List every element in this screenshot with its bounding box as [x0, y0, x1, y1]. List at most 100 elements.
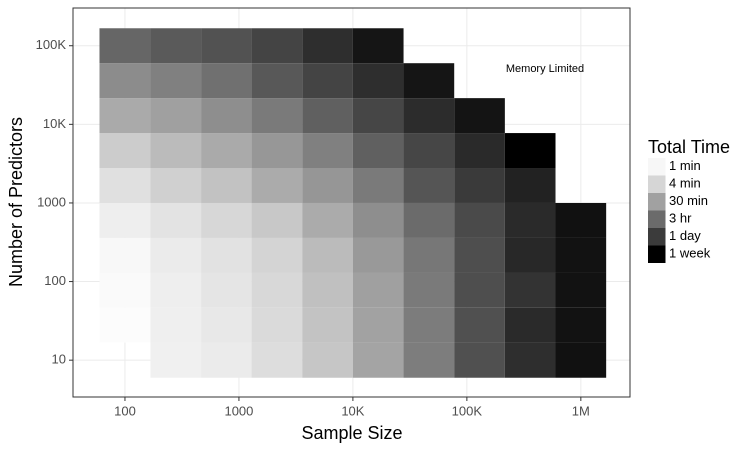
- tile: [99, 307, 151, 343]
- tile: [352, 63, 404, 99]
- y-tick-label: 10K: [43, 116, 66, 131]
- tile: [150, 168, 202, 203]
- tile: [150, 342, 202, 378]
- tile: [504, 272, 556, 308]
- tile: [403, 63, 455, 99]
- x-tick-label: 1000: [224, 403, 253, 418]
- tile: [504, 202, 556, 238]
- tile: [302, 202, 353, 238]
- tile: [251, 28, 303, 64]
- tile: [504, 342, 556, 378]
- tile: [504, 307, 556, 343]
- tile: [150, 237, 202, 273]
- legend-label: 1 min: [669, 158, 701, 173]
- tile: [302, 133, 353, 169]
- x-tick-label: 100K: [452, 403, 483, 418]
- tile: [251, 272, 303, 308]
- tile: [352, 342, 404, 378]
- tile: [251, 237, 303, 273]
- legend-label: 1 day: [669, 228, 701, 243]
- x-tick-label: 10K: [341, 403, 364, 418]
- tile: [352, 168, 404, 203]
- tile: [99, 168, 151, 203]
- tile: [99, 202, 151, 238]
- tile: [454, 272, 505, 308]
- legend-label: 30 min: [669, 193, 708, 208]
- tile: [201, 202, 252, 238]
- y-tick-label: 10: [52, 352, 66, 367]
- tile: [403, 168, 455, 203]
- tile: [99, 237, 151, 273]
- tile: [251, 63, 303, 99]
- tile: [403, 202, 455, 238]
- tile: [201, 307, 252, 343]
- tile: [403, 307, 455, 343]
- tile: [403, 272, 455, 308]
- tile: [352, 133, 404, 169]
- tile: [454, 98, 505, 134]
- tile: [403, 342, 455, 378]
- tile: [352, 272, 404, 308]
- x-axis-title: Sample Size: [301, 423, 402, 443]
- annotation: Memory Limited: [506, 63, 584, 75]
- legend-key: [648, 210, 666, 228]
- tile: [201, 168, 252, 203]
- legend-key: [648, 193, 666, 211]
- tile: [201, 272, 252, 308]
- tile: [555, 342, 607, 378]
- tile: [352, 98, 404, 134]
- tile: [150, 28, 202, 64]
- tile: [555, 272, 607, 308]
- tile: [352, 202, 404, 238]
- y-tick-label: 100: [44, 273, 66, 288]
- tile: [251, 202, 303, 238]
- tile: [99, 28, 151, 64]
- tile: [454, 342, 505, 378]
- tile: [302, 98, 353, 134]
- tile: [201, 342, 252, 378]
- tile: [251, 168, 303, 203]
- tile: [403, 98, 455, 134]
- tile: [352, 28, 404, 64]
- legend-key: [648, 158, 666, 176]
- tile: [454, 202, 505, 238]
- legend-key: [648, 245, 666, 263]
- tile: [150, 63, 202, 99]
- y-axis-title: Number of Predictors: [6, 117, 26, 287]
- tile: [454, 168, 505, 203]
- tile: [99, 63, 151, 99]
- tile: [302, 63, 353, 99]
- tile: [150, 133, 202, 169]
- tile: [201, 237, 252, 273]
- tile: [201, 63, 252, 99]
- tile: [251, 98, 303, 134]
- tile: [302, 168, 353, 203]
- legend-label: 3 hr: [669, 210, 692, 225]
- tile: [251, 133, 303, 169]
- tile: [99, 98, 151, 134]
- tiles: [99, 28, 607, 378]
- tile: [150, 307, 202, 343]
- tile: [555, 307, 607, 343]
- tile: [201, 28, 252, 64]
- tile: [302, 272, 353, 308]
- tile: [403, 237, 455, 273]
- tile: [201, 133, 252, 169]
- tile: [99, 272, 151, 308]
- tile: [504, 133, 556, 169]
- legend-key: [648, 175, 666, 193]
- tile: [302, 237, 353, 273]
- y-tick-label: 100K: [36, 37, 67, 52]
- tile: [201, 98, 252, 134]
- tile: [454, 237, 505, 273]
- x-tick-label: 100: [114, 403, 136, 418]
- tile: [555, 202, 607, 238]
- legend-label: 1 week: [669, 245, 711, 260]
- tile: [251, 307, 303, 343]
- tile: [251, 342, 303, 378]
- legend-key: [648, 228, 666, 246]
- tile: [504, 168, 556, 203]
- tile: [302, 307, 353, 343]
- legend-label: 4 min: [669, 175, 701, 190]
